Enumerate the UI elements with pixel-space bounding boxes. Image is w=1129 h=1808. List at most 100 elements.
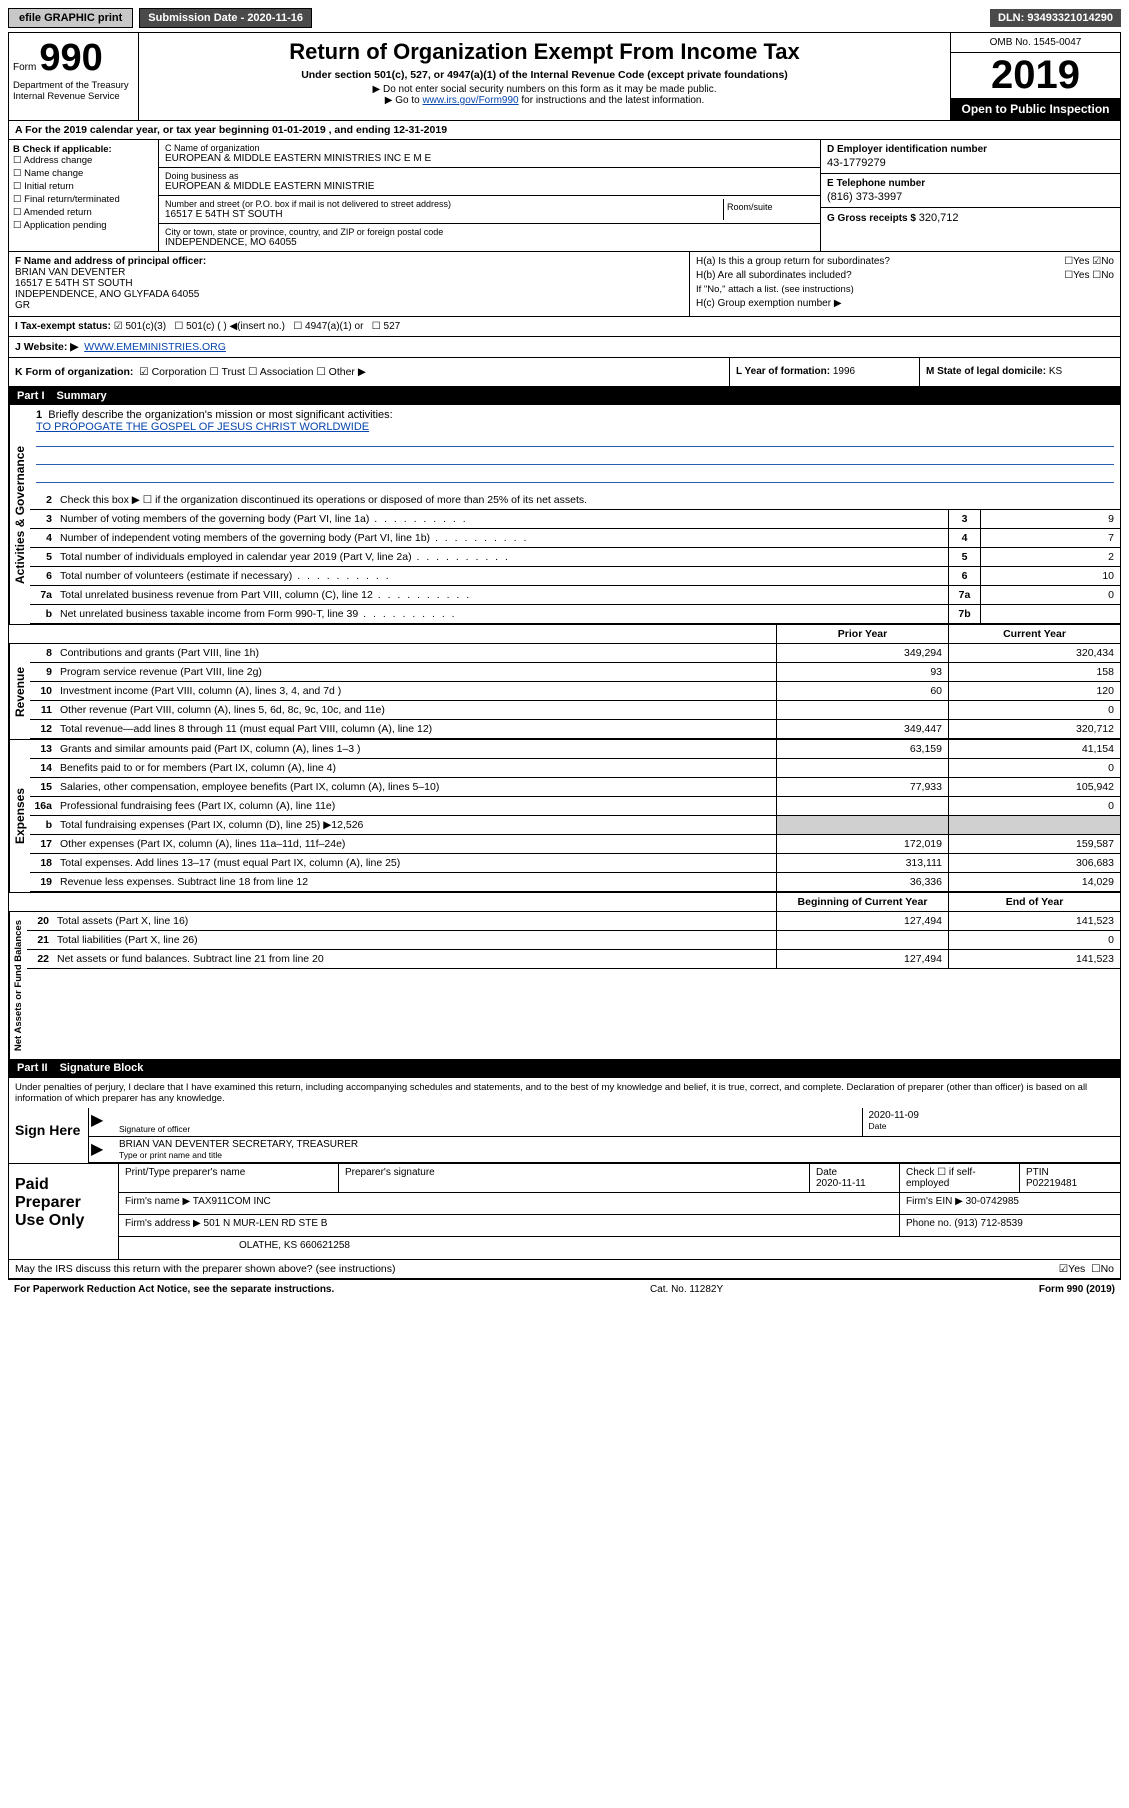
part1-header: Part I Summary — [9, 387, 1120, 405]
line-7a: 7aTotal unrelated business revenue from … — [30, 586, 1120, 605]
firm-ein: 30-0742985 — [966, 1196, 1019, 1207]
chk-final-return[interactable]: ☐ Final return/terminated — [13, 194, 154, 205]
section-H: H(a) Is this a group return for subordin… — [690, 252, 1120, 316]
omb-number: OMB No. 1545-0047 — [951, 33, 1120, 53]
side-netassets: Net Assets or Fund Balances — [9, 912, 27, 1059]
chk-name-change[interactable]: ☐ Name change — [13, 168, 154, 179]
subtitle-3: ▶ Go to www.irs.gov/Form990 for instruct… — [149, 95, 940, 106]
line-12: 12Total revenue—add lines 8 through 11 (… — [30, 720, 1120, 739]
prior-current-header: Prior Year Current Year — [9, 624, 1120, 644]
line-b: bTotal fundraising expenses (Part IX, co… — [30, 816, 1120, 835]
dept-treasury: Department of the Treasury — [13, 80, 134, 91]
chk-amended-return[interactable]: ☐ Amended return — [13, 207, 154, 218]
website-link[interactable]: WWW.EMEMINISTRIES.ORG — [84, 341, 226, 353]
dln-label: DLN: 93493321014290 — [990, 9, 1121, 27]
street-address: 16517 E 54TH ST SOUTH — [165, 209, 723, 220]
line-5: 5Total number of individuals employed in… — [30, 548, 1120, 567]
side-revenue: Revenue — [9, 644, 30, 739]
side-governance: Activities & Governance — [9, 405, 30, 624]
section-J: J Website: ▶ WWW.EMEMINISTRIES.ORG — [9, 337, 1120, 358]
begin-end-header: Beginning of Current Year End of Year — [9, 892, 1120, 912]
period-row: A For the 2019 calendar year, or tax yea… — [9, 121, 1120, 140]
firm-address: 501 N MUR-LEN RD STE B — [204, 1218, 328, 1229]
sig-date: 2020-11-09 — [869, 1110, 1115, 1121]
part2-header: Part II Signature Block — [9, 1059, 1120, 1077]
sign-here-label: Sign Here — [9, 1108, 89, 1163]
section-DEG: D Employer identification number 43-1779… — [820, 140, 1120, 251]
hb-no[interactable]: ☐No — [1092, 270, 1114, 281]
tax-status-501c3[interactable]: ☑ 501(c)(3) — [114, 321, 166, 332]
tax-status-527[interactable]: ☐ 527 — [372, 321, 400, 332]
ha-no[interactable]: ☑No — [1092, 256, 1114, 267]
line-2: 2Check this box ▶ ☐ if the organization … — [30, 491, 1120, 510]
line-20: 20Total assets (Part X, line 16)127,4941… — [27, 912, 1120, 931]
side-expenses: Expenses — [9, 740, 30, 892]
chk-address-change[interactable]: ☐ Address change — [13, 155, 154, 166]
section-M: M State of legal domicile: KS — [920, 358, 1120, 386]
perjury-declaration: Under penalties of perjury, I declare th… — [9, 1078, 1120, 1108]
ha-yes[interactable]: ☐Yes — [1064, 256, 1089, 267]
chk-application-pending[interactable]: ☐ Application pending — [13, 220, 154, 231]
line-18: 18Total expenses. Add lines 13–17 (must … — [30, 854, 1120, 873]
paid-preparer-label: Paid Preparer Use Only — [9, 1164, 119, 1259]
line-11: 11Other revenue (Part VIII, column (A), … — [30, 701, 1120, 720]
submission-date: Submission Date - 2020-11-16 — [139, 8, 312, 28]
hb-yes[interactable]: ☐Yes — [1064, 270, 1089, 281]
section-B: B Check if applicable: ☐ Address change … — [9, 140, 159, 251]
line-19: 19Revenue less expenses. Subtract line 1… — [30, 873, 1120, 892]
tax-status-501c[interactable]: ☐ 501(c) ( ) ◀(insert no.) — [174, 321, 285, 332]
ein: 43-1779279 — [827, 155, 1114, 169]
form-title: Return of Organization Exempt From Incom… — [149, 39, 940, 65]
discuss-yes[interactable]: ☑Yes — [1059, 1263, 1086, 1275]
section-F: F Name and address of principal officer:… — [9, 252, 690, 316]
org-name: EUROPEAN & MIDDLE EASTERN MINISTRIES INC… — [165, 153, 814, 164]
city-state-zip: INDEPENDENCE, MO 64055 — [165, 237, 814, 248]
officer-name: BRIAN VAN DEVENTER — [15, 267, 683, 278]
dba-name: EUROPEAN & MIDDLE EASTERN MINISTRIE — [165, 181, 814, 192]
line-10: 10Investment income (Part VIII, column (… — [30, 682, 1120, 701]
chk-initial-return[interactable]: ☐ Initial return — [13, 181, 154, 192]
line-13: 13Grants and similar amounts paid (Part … — [30, 740, 1120, 759]
form-label: Form — [13, 62, 36, 73]
line-6: 6Total number of volunteers (estimate if… — [30, 567, 1120, 586]
section-K: K Form of organization: ☑ Corporation ☐ … — [9, 358, 730, 386]
open-inspection: Open to Public Inspection — [951, 98, 1120, 120]
firm-phone: (913) 712-8539 — [954, 1218, 1022, 1229]
line-9: 9Program service revenue (Part VIII, lin… — [30, 663, 1120, 682]
irs-link[interactable]: www.irs.gov/Form990 — [422, 95, 518, 106]
firm-name: TAX911COM INC — [193, 1196, 271, 1207]
form-number: 990 — [39, 37, 102, 79]
line-b: bNet unrelated business taxable income f… — [30, 605, 1120, 624]
firm-address-2: OLATHE, KS 660621258 — [119, 1237, 1120, 1259]
line-8: 8Contributions and grants (Part VIII, li… — [30, 644, 1120, 663]
discuss-no[interactable]: ☐No — [1091, 1263, 1114, 1275]
line-15: 15Salaries, other compensation, employee… — [30, 778, 1120, 797]
page-footer: For Paperwork Reduction Act Notice, see … — [8, 1280, 1121, 1299]
subtitle-1: Under section 501(c), 527, or 4947(a)(1)… — [149, 69, 940, 81]
line-21: 21Total liabilities (Part X, line 26)0 — [27, 931, 1120, 950]
officer-typed-name: BRIAN VAN DEVENTER SECRETARY, TREASURER — [119, 1139, 1114, 1150]
gross-receipts: 320,712 — [919, 210, 959, 224]
prep-date: 2020-11-11 — [816, 1178, 893, 1189]
room-suite: Room/suite — [724, 199, 814, 220]
line-3: 3Number of voting members of the governi… — [30, 510, 1120, 529]
line-16a: 16aProfessional fundraising fees (Part I… — [30, 797, 1120, 816]
form-frame: Form 990 Department of the Treasury Inte… — [8, 32, 1121, 1280]
top-toolbar: efile GRAPHIC print Submission Date - 20… — [8, 8, 1121, 28]
tax-status-4947[interactable]: ☐ 4947(a)(1) or — [293, 321, 363, 332]
dept-irs: Internal Revenue Service — [13, 91, 134, 102]
ptin: P02219481 — [1026, 1178, 1114, 1189]
telephone: (816) 373-3997 — [827, 189, 1114, 203]
line-4: 4Number of independent voting members of… — [30, 529, 1120, 548]
mission-text: TO PROPOGATE THE GOSPEL OF JESUS CHRIST … — [36, 421, 369, 433]
line-14: 14Benefits paid to or for members (Part … — [30, 759, 1120, 778]
section-I: I Tax-exempt status: ☑ 501(c)(3) ☐ 501(c… — [9, 317, 1120, 336]
discuss-row: May the IRS discuss this return with the… — [9, 1260, 1120, 1279]
line-22: 22Net assets or fund balances. Subtract … — [27, 950, 1120, 969]
subtitle-2: ▶ Do not enter social security numbers o… — [149, 84, 940, 95]
section-C: C Name of organization EUROPEAN & MIDDLE… — [159, 140, 820, 251]
line-17: 17Other expenses (Part IX, column (A), l… — [30, 835, 1120, 854]
efile-button[interactable]: efile GRAPHIC print — [8, 8, 133, 28]
tax-year: 2019 — [951, 53, 1120, 98]
section-L: L Year of formation: 1996 — [730, 358, 920, 386]
